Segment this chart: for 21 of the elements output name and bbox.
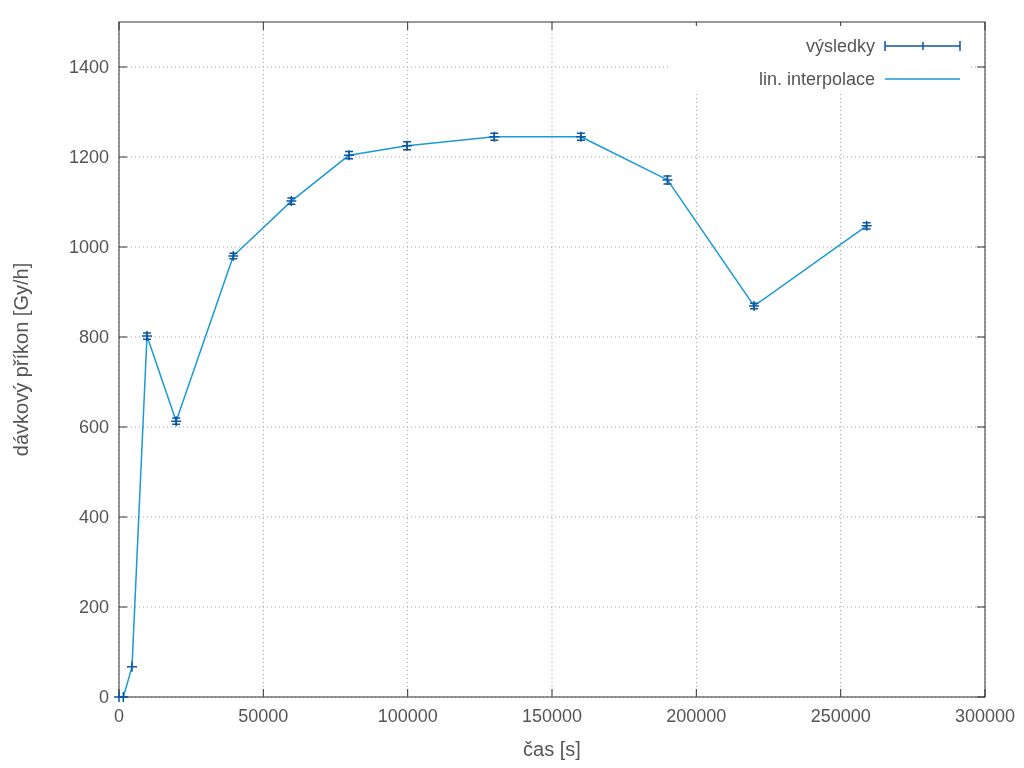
y-tick-label: 1000 xyxy=(68,237,109,257)
y-tick-label: 600 xyxy=(78,417,109,437)
x-tick-label: 300000 xyxy=(954,706,1016,726)
x-axis-title: čas [s] xyxy=(523,738,581,760)
x-tick-label: 200000 xyxy=(666,706,727,726)
x-tick-label: 250000 xyxy=(810,706,871,726)
legend-label: výsledky xyxy=(805,36,875,56)
point xyxy=(126,661,138,673)
x-tick-label: 100000 xyxy=(377,706,438,726)
y-tick-label: 1200 xyxy=(68,147,109,167)
y-tick-label: 800 xyxy=(78,327,109,347)
x-tick-label: 50000 xyxy=(238,706,289,726)
x-tick-label: 150000 xyxy=(521,706,583,726)
y-tick-label: 1400 xyxy=(68,57,109,77)
y-axis-title: dávkový příkon [Gy/h] xyxy=(10,262,32,457)
y-tick-label: 0 xyxy=(98,687,109,707)
point xyxy=(117,691,130,703)
legend-label: lin. interpolace xyxy=(758,69,875,89)
y-tick-label: 200 xyxy=(78,597,109,617)
x-tick-label: 0 xyxy=(113,706,125,726)
y-tick-label: 400 xyxy=(78,507,109,527)
